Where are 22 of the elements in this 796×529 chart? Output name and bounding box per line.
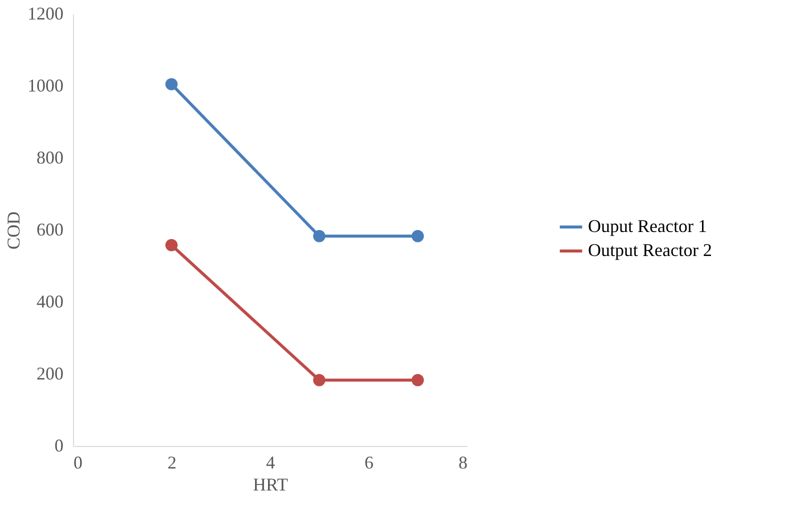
x-tick-label: 8 (458, 452, 468, 472)
y-tick-label: 1200 (28, 4, 64, 24)
point (313, 374, 326, 386)
y-tick-label: 800 (36, 148, 64, 168)
point (412, 230, 424, 242)
x-tick-label: 2 (168, 452, 176, 472)
point (313, 230, 326, 242)
y-axis-title: COD (4, 211, 24, 250)
y-tick-label: 600 (36, 220, 64, 240)
x-tick-label: 0 (74, 452, 82, 472)
point (412, 374, 424, 386)
x-tick-label: 6 (364, 452, 374, 472)
y-tick-label: 200 (36, 364, 64, 384)
legend-label: Output Reactor 2 (588, 240, 712, 260)
y-tick-label: 400 (36, 292, 64, 312)
point (165, 78, 178, 90)
legend-label: Ouput Reactor 1 (588, 216, 707, 236)
x-tick-label: 4 (266, 452, 275, 472)
point (165, 239, 178, 252)
y-tick-label: 1000 (28, 76, 64, 96)
y-tick-label: 0 (54, 436, 64, 456)
x-axis-title: HRT (253, 474, 288, 494)
